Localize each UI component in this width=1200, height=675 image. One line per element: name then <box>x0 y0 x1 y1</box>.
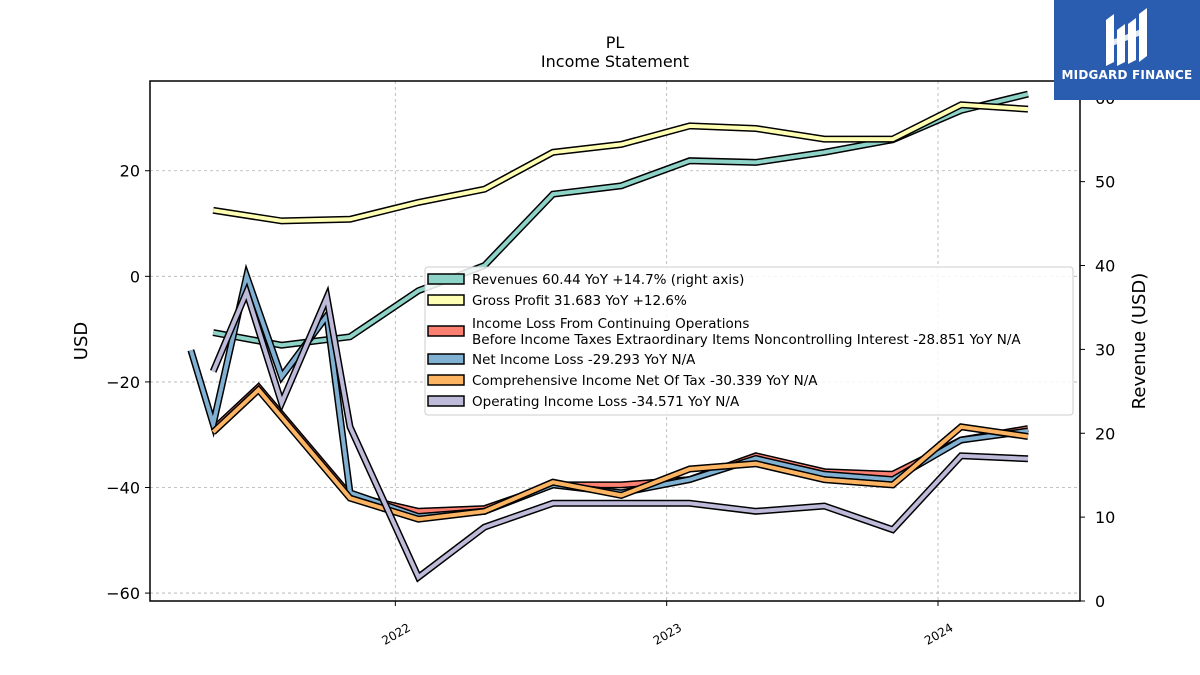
y-tick-label: −40 <box>106 478 140 497</box>
y-tick-label: −20 <box>106 373 140 392</box>
logo-text: MIDGARD FINANCE <box>1061 68 1193 82</box>
series-outline <box>212 101 1029 225</box>
series-operating-income-loss <box>209 282 1029 583</box>
y2-tick-label: 20 <box>1095 424 1115 443</box>
series-comprehensive-income-net-of-tax <box>210 384 1029 523</box>
legend-swatch-comprehensive-income-net-of-tax <box>427 374 465 386</box>
right-axis: 0102030405060 <box>1080 89 1115 611</box>
y2-tick-label: 0 <box>1095 592 1105 611</box>
legend-label-net-income-loss: Net Income Loss -29.293 YoY N/A <box>472 352 696 368</box>
legend-swatch-net-income-loss <box>427 353 465 365</box>
legend-swatch-income-loss-from-continuing-operations-before-income-taxes-extraordinary-items-noncontrolling-interest <box>427 325 465 337</box>
y2-tick-label: 50 <box>1095 173 1115 192</box>
y-axis-label: USD <box>71 322 92 360</box>
series-gross-profit <box>212 101 1029 225</box>
x-tick-label: 2024 <box>922 620 955 647</box>
series-line <box>211 386 1029 522</box>
y2-tick-label: 10 <box>1095 508 1115 527</box>
x-axis: 2022 2023 2024 <box>379 601 956 648</box>
series-line <box>212 102 1029 223</box>
chart-title: PL <box>606 33 625 52</box>
plot-frame <box>149 80 1081 602</box>
legend-label-gross-profit: Gross Profit 31.683 YoY +12.6% <box>472 293 687 309</box>
x-tick-label: 2023 <box>651 620 684 647</box>
series-line <box>211 286 1029 581</box>
legend-label-comprehensive-income-net-of-tax: Comprehensive Income Net Of Tax -30.339 … <box>472 373 818 389</box>
legend-label-revenues: Revenues 60.44 YoY +14.7% (right axis) <box>472 272 744 288</box>
series-lines <box>187 90 1029 583</box>
chart-subtitle: Income Statement <box>541 52 689 71</box>
legend-swatch-gross-profit <box>427 294 465 306</box>
legend-swatch-operating-income-loss <box>427 395 465 407</box>
midgard-finance-logo: MIDGARD FINANCE <box>1054 0 1200 100</box>
legend-label-income-loss-from-continuing-operations-before-income-taxes-extraordinary-items-noncontrolling-interest: Before Income Taxes Extraordinary Items … <box>472 332 1021 348</box>
y2-tick-label: 30 <box>1095 340 1115 359</box>
legend-swatch-revenues <box>427 273 465 285</box>
y2-tick-label: 40 <box>1095 257 1115 276</box>
y2-axis-label: Revenue (USD) <box>1129 273 1150 410</box>
legend: Revenues 60.44 YoY +14.7% (right axis) Gr… <box>424 266 1074 416</box>
y-tick-label: −60 <box>106 584 140 603</box>
legend-box <box>424 266 1074 416</box>
legend-label-income-loss-from-continuing-operations-before-income-taxes-extraordinary-items-noncontrolling-interest: Income Loss From Continuing Operations <box>472 316 749 332</box>
left-axis: −60 −40 −20 0 20 <box>106 162 150 603</box>
legend-label-operating-income-loss: Operating Income Loss -34.571 YoY N/A <box>472 394 740 410</box>
y-tick-label: 20 <box>120 162 140 181</box>
x-tick-label: 2022 <box>379 620 412 647</box>
y-tick-label: 0 <box>130 267 140 286</box>
midgard-logo-mark-icon <box>1106 8 1147 66</box>
